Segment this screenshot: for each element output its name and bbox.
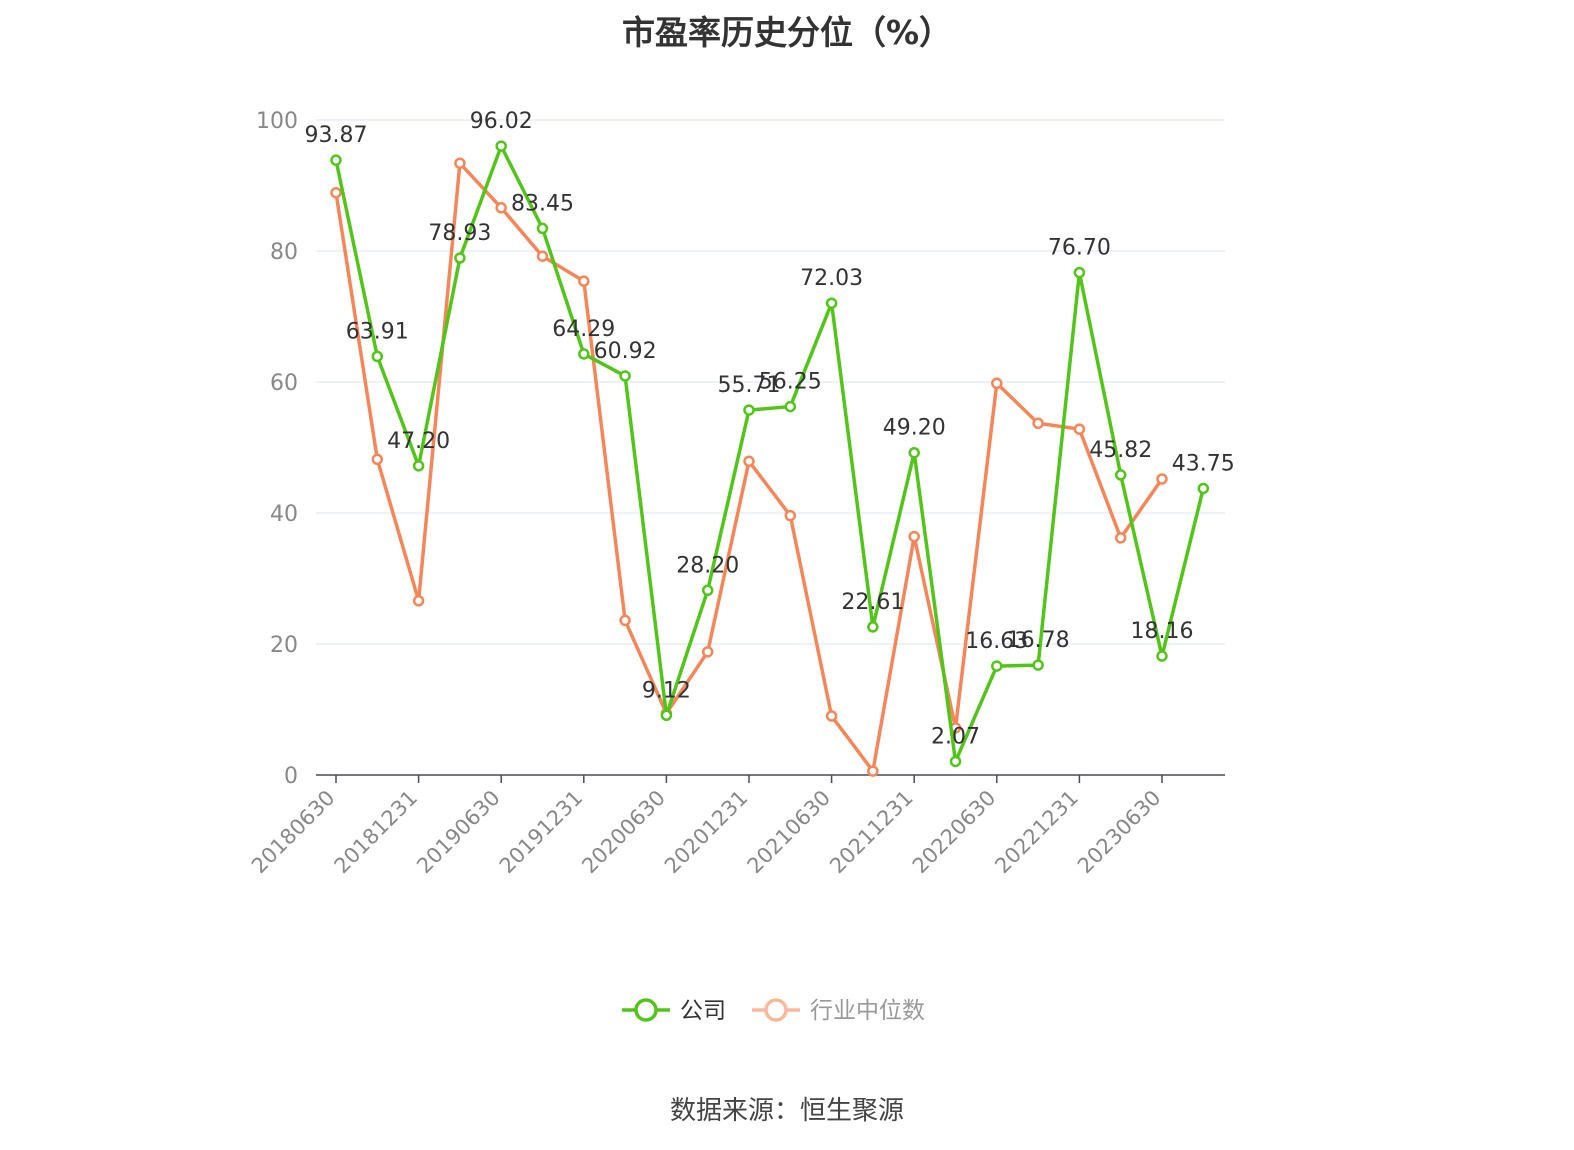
series-layer xyxy=(330,140,1210,777)
x-tick-label: 20180630 xyxy=(247,786,340,879)
data-point-company xyxy=(412,460,425,472)
data-point-company xyxy=(1073,266,1086,279)
data-label: 16.78 xyxy=(1007,628,1070,653)
data-point-company xyxy=(743,404,755,416)
legend-label: 公司 xyxy=(680,998,726,1024)
data-point-industry xyxy=(784,509,797,522)
data-label: 18.16 xyxy=(1131,619,1194,644)
data-label: 43.75 xyxy=(1172,451,1235,476)
data-point-company xyxy=(1032,659,1044,671)
data-labels: 93.87 63.91 47.20 78.93 96.02 83.45 64.2960.92… xyxy=(305,109,1235,749)
data-label: 9.12 xyxy=(642,678,691,703)
legend[interactable]: 公司 行业中位数 xyxy=(622,998,925,1024)
data-point-company xyxy=(619,370,631,382)
data-label: 16.63 xyxy=(965,629,1028,654)
data-point-industry xyxy=(1156,473,1168,485)
data-point-industry xyxy=(867,765,879,777)
data-point-industry xyxy=(454,157,466,169)
legend-label: 行业中位数 xyxy=(810,998,925,1024)
legend-marker xyxy=(764,998,788,1022)
data-label: 55.71 xyxy=(718,373,781,398)
y-tick-label: 100 xyxy=(256,109,298,134)
y-tick-label: 0 xyxy=(284,764,298,789)
data-point-company xyxy=(991,660,1003,672)
series-line-company xyxy=(334,144,1205,764)
data-point-industry xyxy=(536,250,549,262)
data-label: 78.93 xyxy=(428,221,491,246)
data-label: 60.92 xyxy=(594,339,657,364)
data-point-company xyxy=(495,140,507,152)
data-point-industry xyxy=(908,530,920,543)
data-point-industry xyxy=(619,614,631,627)
x-tick-label: 20211231 xyxy=(825,786,918,879)
data-label: 76.70 xyxy=(1048,236,1111,261)
data-point-industry xyxy=(701,646,714,658)
x-tick-label: 20181231 xyxy=(330,786,423,879)
x-tick-label: 20210630 xyxy=(743,786,836,879)
data-point-company xyxy=(825,297,838,309)
y-tick-label: 20 xyxy=(270,633,298,658)
data-point-industry xyxy=(825,710,838,722)
data-point-company xyxy=(1114,469,1127,481)
data-point-company xyxy=(1156,650,1168,662)
data-point-industry xyxy=(1073,423,1086,435)
data-point-industry xyxy=(371,453,384,466)
data-label: 64.29 xyxy=(552,317,615,342)
y-tick-label: 60 xyxy=(270,371,298,396)
data-point-industry xyxy=(743,455,755,468)
data-point-company xyxy=(371,350,384,363)
grid-lines xyxy=(316,119,1225,645)
data-label: 96.02 xyxy=(470,109,533,134)
x-tick-label: 20221231 xyxy=(990,786,1083,879)
x-tick-label: 20201231 xyxy=(660,786,753,879)
data-label: 63.91 xyxy=(346,319,409,344)
data-point-industry xyxy=(578,275,590,287)
data-point-industry xyxy=(330,186,342,199)
y-tick-label: 40 xyxy=(270,502,298,527)
axes: 0 20 40 60 80 100 2018063020181231201906302019… xyxy=(247,109,1225,878)
data-point-company xyxy=(660,709,673,722)
data-label: 72.03 xyxy=(800,266,863,291)
data-label: 47.20 xyxy=(387,429,450,454)
data-label: 28.20 xyxy=(676,553,739,578)
legend-item-industry[interactable]: 行业中位数 xyxy=(752,998,925,1024)
chart-title: 市盈率历史分位（%） xyxy=(621,13,953,52)
x-tick-label: 20190630 xyxy=(412,786,505,879)
data-point-company xyxy=(949,755,962,768)
data-point-company xyxy=(908,446,920,459)
data-label: 83.45 xyxy=(511,191,574,216)
data-label: 49.20 xyxy=(883,416,946,441)
x-tick-label: 20191231 xyxy=(495,786,588,879)
legend-marker xyxy=(634,998,658,1022)
data-point-company xyxy=(701,584,714,597)
x-tick-label: 20230630 xyxy=(1073,786,1166,879)
data-point-company xyxy=(330,154,342,166)
data-point-company xyxy=(454,252,466,264)
data-label: 2.07 xyxy=(931,724,980,749)
data-point-company xyxy=(578,348,590,360)
data-point-company xyxy=(867,621,879,633)
x-tick-label: 20220630 xyxy=(908,786,1001,879)
data-label: 45.82 xyxy=(1089,438,1152,463)
data-point-company xyxy=(1197,482,1210,495)
x-tick-label: 20200630 xyxy=(577,786,670,879)
data-label: 93.87 xyxy=(305,123,368,148)
data-source-note: 数据来源：恒生聚源 xyxy=(669,1096,904,1126)
data-point-company xyxy=(784,400,797,413)
y-tick-label: 80 xyxy=(270,240,298,265)
data-point-company xyxy=(536,222,549,235)
data-label: 22.61 xyxy=(841,590,904,615)
data-label: 56.25 xyxy=(759,370,822,395)
data-point-industry xyxy=(991,377,1003,390)
data-point-industry xyxy=(1114,532,1127,544)
data-point-industry xyxy=(495,202,507,214)
data-point-industry xyxy=(1032,417,1044,430)
legend-item-company[interactable]: 公司 xyxy=(622,998,726,1024)
data-point-industry xyxy=(412,595,425,607)
